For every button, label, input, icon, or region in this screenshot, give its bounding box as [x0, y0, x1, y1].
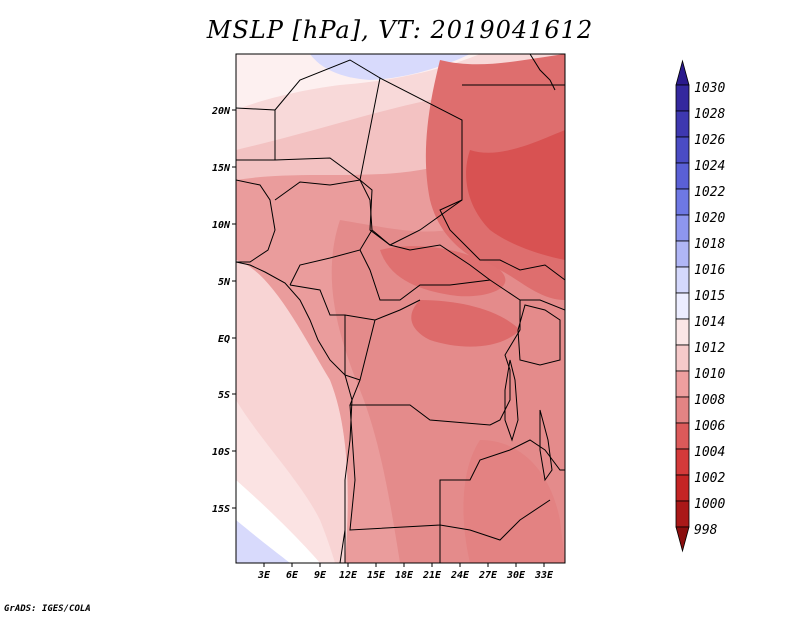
- colorbar-cell: [675, 162, 690, 190]
- lon-label: 15E: [367, 570, 386, 581]
- lat-label: 10N: [212, 220, 231, 231]
- map-frame: [235, 53, 566, 564]
- field-south-east: [463, 440, 565, 563]
- lon-label: 30E: [506, 570, 526, 581]
- colorbar-arrow-top: [675, 59, 690, 86]
- colorbar-cells: [675, 59, 690, 553]
- lat-label: EQ: [218, 334, 230, 345]
- lat-label: 15S: [212, 504, 230, 515]
- lon-label: 3E: [257, 570, 271, 581]
- colorbar-label: 1015: [694, 289, 725, 304]
- colorbar-label: 1006: [694, 419, 725, 434]
- lat-label: 10S: [212, 447, 230, 458]
- border-nigeria: [274, 179, 373, 286]
- colorbar-arrow-bottom: [675, 526, 690, 553]
- lat-label: 5N: [218, 277, 231, 288]
- border-chad: [359, 77, 463, 246]
- colorbar-cell: [675, 370, 690, 398]
- lon-label: 33E: [534, 570, 554, 581]
- coastline-atlantic: [236, 261, 353, 563]
- colorbar-label: 1020: [694, 211, 725, 226]
- lon-axis: 3E 6E 9E 12E 15E 18E 21E 24E 27E 30E 33E: [257, 563, 554, 581]
- colorbar-label: 998: [694, 523, 718, 538]
- colorbar-label: 1012: [694, 341, 725, 356]
- colorbar-cell: [675, 292, 690, 320]
- colorbar-cell: [675, 318, 690, 346]
- colorbar-label: 1002: [694, 471, 725, 486]
- colorbar-label: 1004: [694, 445, 725, 460]
- border-car: [359, 229, 492, 301]
- lon-label: 9E: [314, 570, 327, 581]
- border-drc: [349, 300, 521, 426]
- lon-label: 12E: [339, 570, 358, 581]
- colorbar-label: 1028: [694, 107, 725, 122]
- colorbar-cell: [675, 136, 690, 164]
- colorbar-cell: [675, 266, 690, 294]
- border-mali: [236, 107, 276, 161]
- lon-label: 27E: [478, 570, 498, 581]
- colorbar-cell: [675, 110, 690, 138]
- map-title: MSLP [hPa], VT: 2019041612: [206, 16, 594, 44]
- colorbar-cell: [675, 344, 690, 372]
- pressure-field: [236, 54, 565, 563]
- country-borders: [236, 54, 565, 563]
- colorbar-label: 1008: [694, 393, 725, 408]
- field-chad-low: [380, 246, 506, 297]
- colorbar-label: 1026: [694, 133, 725, 148]
- border-congo: [344, 299, 421, 381]
- lon-label: 6E: [286, 570, 299, 581]
- colorbar-cell: [675, 422, 690, 450]
- lon-label: 21E: [422, 570, 442, 581]
- colorbar-cell: [675, 396, 690, 424]
- colorbar-cell: [675, 214, 690, 242]
- lat-label: 5S: [218, 390, 230, 401]
- field-congo-low: [411, 300, 520, 347]
- lon-label: 24E: [450, 570, 470, 581]
- colorbar-cell: [675, 240, 690, 268]
- lake-tanganyika: [504, 359, 519, 442]
- lon-label: 18E: [395, 570, 414, 581]
- colorbar-cell: [675, 84, 690, 112]
- border-cameroon: [289, 284, 376, 321]
- border-angola: [349, 404, 511, 531]
- coastline-red-sea: [529, 54, 556, 91]
- colorbar-label: 1022: [694, 185, 725, 200]
- colorbar-label: 1030: [694, 81, 725, 96]
- lake-victoria: [517, 304, 561, 366]
- border-west-africa: [236, 179, 276, 263]
- border-ss-uganda: [489, 279, 565, 311]
- colorbar-label: 1014: [694, 315, 725, 330]
- field-east-low-core: [466, 130, 565, 260]
- colorbar-labels: 1030 1028 1026 1024 1022 1020 1018 1016 …: [694, 81, 725, 538]
- credit-label: GrADS: IGES/COLA: [4, 604, 91, 614]
- colorbar-label: 1018: [694, 237, 725, 252]
- colorbar-label: 1024: [694, 159, 725, 174]
- colorbar-label: 1010: [694, 367, 725, 382]
- field-high-south-core: [236, 520, 290, 563]
- lat-axis: 20N 15N 10N 5N EQ 5S 10S 15S: [211, 106, 236, 515]
- lat-label: 20N: [211, 106, 231, 117]
- lat-label: 15N: [212, 163, 231, 174]
- lake-malawi: [539, 409, 553, 482]
- colorbar-cell: [675, 188, 690, 216]
- colorbar: 1030 1028 1026 1024 1022 1020 1018 1016 …: [675, 59, 725, 553]
- border-zambia-tz: [509, 439, 565, 471]
- colorbar-cell: [675, 448, 690, 476]
- colorbar-cell: [675, 500, 690, 528]
- border-sudan-south: [439, 199, 565, 281]
- colorbar-label: 1000: [694, 497, 725, 512]
- colorbar-label: 1016: [694, 263, 725, 278]
- colorbar-cell: [675, 474, 690, 502]
- border-zambia-south: [439, 499, 551, 541]
